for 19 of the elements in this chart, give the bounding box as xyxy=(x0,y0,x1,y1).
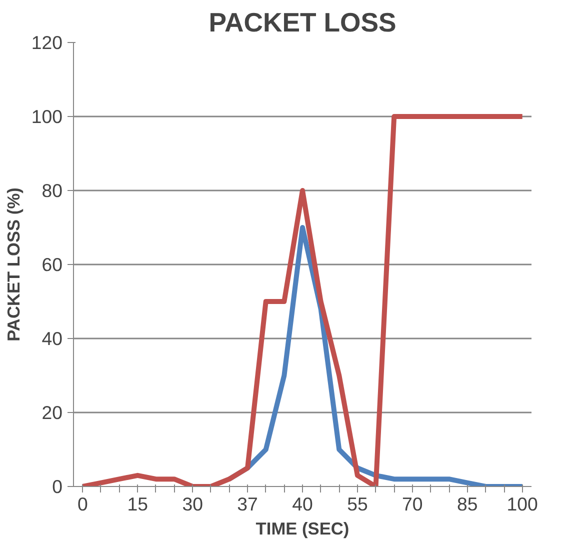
x-tick-label: 85 xyxy=(457,494,478,514)
x-tick-label: 70 xyxy=(402,494,423,514)
y-tick-label: 40 xyxy=(42,328,63,349)
x-tick-label: 0 xyxy=(77,494,88,514)
x-tick-label: 37 xyxy=(237,494,258,514)
y-tick-label: 20 xyxy=(42,402,63,423)
y-tick-label: 80 xyxy=(42,180,63,201)
y-tick-label: 120 xyxy=(31,32,63,53)
y-tick-label: 0 xyxy=(52,476,63,497)
x-tick-label: 55 xyxy=(347,494,368,514)
x-tick-label: 100 xyxy=(506,494,538,514)
y-axis-title: PACKET LOSS (%) xyxy=(3,188,24,342)
x-tick-label: 40 xyxy=(292,494,313,514)
x-tick-label: 15 xyxy=(127,494,148,514)
y-tick-label: 100 xyxy=(31,106,63,127)
y-tick-label: 60 xyxy=(42,254,63,275)
chart-title: PACKET LOSS xyxy=(208,8,396,38)
x-axis-title: TIME (SEC) xyxy=(256,518,350,538)
x-tick-label: 30 xyxy=(182,494,203,514)
